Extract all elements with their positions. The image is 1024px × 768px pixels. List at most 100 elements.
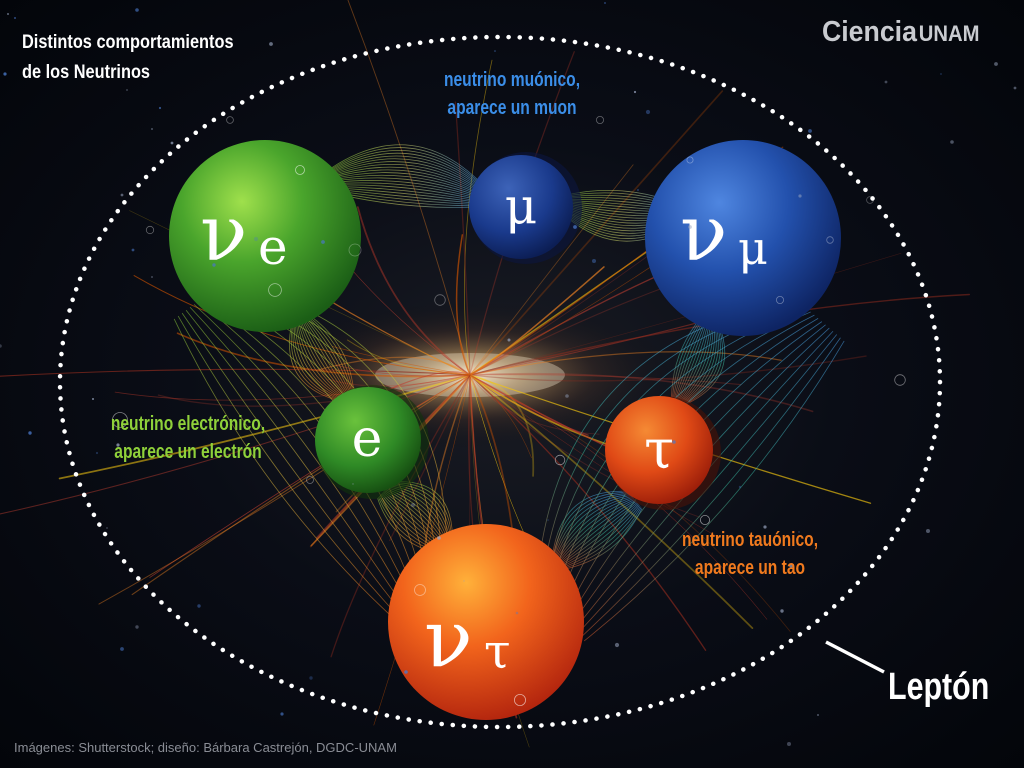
label-electron-line-1: neutrino electrónico,: [110, 413, 266, 435]
star-dot: [926, 529, 930, 533]
bubble: [306, 476, 314, 484]
star-dot: [352, 483, 354, 485]
flow-line: [304, 317, 350, 393]
star-dot: [763, 525, 767, 529]
star-dot: [92, 398, 94, 400]
flow-line: [560, 501, 637, 562]
flow-line: [565, 507, 642, 568]
title-line-1: Distintos comportamientos: [22, 32, 234, 53]
sphere-nu-e: ν e: [169, 140, 361, 332]
lepton-pointer: [825, 640, 885, 674]
flow-line: [560, 500, 636, 561]
star-dot: [940, 73, 942, 75]
svg-text:ν: ν: [680, 189, 727, 279]
flow-line: [189, 307, 411, 608]
star-dot: [515, 611, 519, 615]
star-dot: [798, 194, 802, 198]
title-line-2: de los Neutrinos: [22, 62, 151, 83]
particle-track: [469, 374, 532, 459]
flow-line: [300, 319, 346, 395]
flow-line: [308, 314, 354, 390]
bubble: [554, 454, 566, 466]
star-dot: [404, 670, 408, 674]
bubble: [112, 412, 128, 428]
svg-text:ν: ν: [424, 592, 473, 685]
star-dot: [126, 89, 128, 91]
star-dot: [565, 394, 569, 398]
flow-line: [563, 504, 639, 565]
star-dot: [309, 676, 313, 680]
star-dot: [738, 485, 742, 489]
particle-track: [454, 101, 471, 376]
bubble: [268, 283, 282, 297]
star-dot: [884, 80, 888, 84]
flow-line: [329, 180, 480, 199]
star-dot: [645, 109, 651, 115]
star-dot: [950, 140, 954, 144]
flow-line: [686, 322, 721, 403]
star-dot: [151, 128, 153, 130]
particle-track: [469, 372, 814, 413]
label-tau-neutrino: neutrino tauónico, aparece un tao: [649, 526, 852, 582]
flow-line: [301, 318, 347, 395]
flow-line: [329, 174, 481, 196]
particle-track: [332, 346, 471, 376]
bubble: [866, 196, 874, 204]
bubble: [700, 515, 711, 526]
flow-line: [298, 320, 344, 397]
flow-line: [330, 163, 481, 192]
label-tau-line-2: aparece un tao: [694, 557, 806, 579]
flow-line: [185, 309, 407, 611]
star-dot: [116, 443, 120, 447]
flow-line: [329, 182, 480, 200]
particle-track: [469, 374, 707, 651]
star-dot: [573, 225, 577, 229]
particle-track: [327, 374, 471, 387]
flow-line: [580, 337, 841, 639]
particle-track: [469, 374, 754, 629]
bubble: [826, 236, 834, 244]
star-dot: [547, 519, 549, 521]
flow-line: [387, 486, 449, 542]
particle-track: [469, 355, 867, 382]
particle-track: [58, 374, 471, 480]
bubble: [894, 374, 906, 386]
flow-line: [305, 316, 351, 392]
lepton-boundary: [57, 34, 943, 730]
flow-line: [329, 177, 480, 198]
star-dot: [253, 236, 259, 242]
flow-line: [303, 317, 349, 394]
star-dot: [817, 714, 819, 716]
flow-line: [329, 172, 481, 195]
bubble: [776, 295, 785, 304]
particle-track: [114, 374, 471, 401]
bubbles: [0, 2, 1017, 746]
star-dot: [787, 742, 791, 746]
lepton-label: Leptón: [888, 666, 990, 708]
flow-line: [330, 166, 481, 193]
particle-track: [469, 317, 717, 376]
svg-text:μ: μ: [505, 177, 538, 235]
star-dot: [463, 580, 465, 582]
svg-text:e: e: [258, 218, 288, 276]
flow-line: [330, 147, 482, 185]
sphere-nu-tau: ν τ: [388, 524, 584, 720]
flow-line: [295, 322, 341, 399]
flow-line: [290, 324, 338, 400]
star-dot: [106, 527, 108, 529]
flow-line: [307, 315, 353, 391]
ciencia-unam-logo: CienciaUNAM: [822, 16, 979, 49]
sphere-tau: τ: [605, 396, 721, 510]
star-dot: [131, 248, 135, 252]
star-dot: [437, 536, 441, 540]
star-dot: [494, 50, 496, 52]
particle-track: [469, 374, 719, 538]
flow-line: [173, 318, 395, 620]
bubble: [295, 165, 305, 175]
flow-line: [297, 321, 343, 397]
star-dot: [688, 225, 692, 229]
star-dot: [780, 609, 784, 613]
flow-line: [552, 490, 629, 552]
star-dot: [3, 72, 7, 76]
